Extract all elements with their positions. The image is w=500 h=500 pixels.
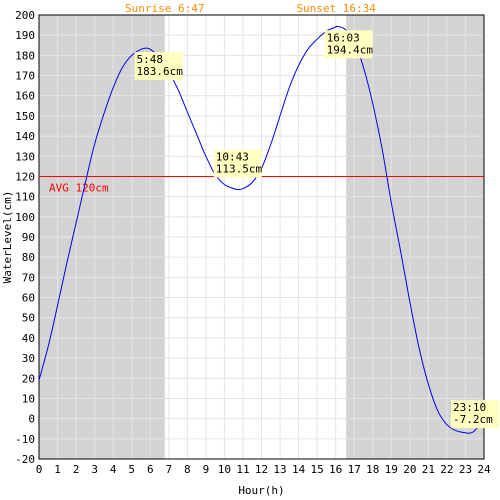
grid bbox=[38, 14, 485, 460]
annotation-level: -7.2cm bbox=[453, 413, 493, 426]
x-tick-label: 20 bbox=[403, 463, 416, 476]
average-label: AVG 120cm bbox=[49, 181, 109, 194]
y-tick-label: 120 bbox=[15, 170, 35, 183]
annotation-box bbox=[134, 52, 183, 81]
annotation-time: 5:48 bbox=[137, 53, 164, 66]
annotation-box bbox=[451, 400, 499, 429]
y-tick-label: 30 bbox=[22, 352, 35, 365]
annotation-level: 113.5cm bbox=[216, 163, 263, 176]
tick-labels: 0 1 2 3 4 5 6 7 8 9 10 11 12 13 14 15 16 17 18 19 20 21 22 23 24… bbox=[15, 9, 491, 476]
x-tick-label: 4 bbox=[110, 463, 117, 476]
x-tick-label: 9 bbox=[203, 463, 210, 476]
x-tick-label: 8 bbox=[184, 463, 191, 476]
x-axis-title: Hour(h) bbox=[238, 484, 284, 497]
x-tick-label: 5 bbox=[128, 463, 135, 476]
x-tick-label: 12 bbox=[255, 463, 268, 476]
y-tick-label: 90 bbox=[22, 231, 35, 244]
x-tick-label: 6 bbox=[147, 463, 154, 476]
x-tick-label: 7 bbox=[165, 463, 172, 476]
x-tick-label: 19 bbox=[385, 463, 398, 476]
y-tick-label: 20 bbox=[22, 372, 35, 385]
extremum-annotation: 23:10-7.2cm bbox=[451, 400, 499, 429]
y-tick-label: 160 bbox=[15, 90, 35, 103]
annotation-level: 183.6cm bbox=[137, 65, 184, 78]
y-tick-label: 80 bbox=[22, 251, 35, 264]
y-tick-label: 190 bbox=[15, 29, 35, 42]
x-tick-label: 10 bbox=[218, 463, 231, 476]
plot-frame bbox=[38, 14, 485, 460]
annotation-level: 194.4cm bbox=[327, 43, 374, 56]
y-tick-label: 180 bbox=[15, 49, 35, 62]
y-axis-title: WaterLevel(cm) bbox=[1, 191, 14, 284]
y-tick-label: 200 bbox=[15, 9, 35, 22]
y-tick-label: 150 bbox=[15, 110, 35, 123]
y-tick-label: -10 bbox=[15, 433, 35, 446]
annotation-box bbox=[213, 149, 262, 178]
y-tick-label: -20 bbox=[15, 453, 35, 466]
sunrise-label: Sunrise 6:47 bbox=[125, 2, 204, 15]
sunset-label: Sunset 16:34 bbox=[296, 2, 376, 15]
annotation-time: 10:43 bbox=[216, 151, 249, 164]
y-tick-label: 110 bbox=[15, 191, 35, 204]
y-tick-label: 100 bbox=[15, 211, 35, 224]
y-tick-label: 60 bbox=[22, 292, 35, 305]
x-tick-label: 2 bbox=[73, 463, 80, 476]
x-tick-label: 24 bbox=[477, 463, 491, 476]
y-tick-label: 130 bbox=[15, 150, 35, 163]
y-tick-label: 10 bbox=[22, 392, 35, 405]
y-tick-label: 70 bbox=[22, 271, 35, 284]
y-tick-label: 140 bbox=[15, 130, 35, 143]
x-tick-label: 3 bbox=[91, 463, 98, 476]
y-tick-label: 40 bbox=[22, 332, 35, 345]
x-tick-label: 18 bbox=[366, 463, 379, 476]
annotation-time: 23:10 bbox=[453, 401, 486, 414]
x-tick-label: 15 bbox=[311, 463, 324, 476]
x-tick-label: 0 bbox=[36, 463, 43, 476]
x-tick-label: 21 bbox=[422, 463, 435, 476]
y-tick-label: 50 bbox=[22, 312, 35, 325]
x-tick-label: 23 bbox=[459, 463, 472, 476]
x-tick-label: 17 bbox=[348, 463, 361, 476]
x-tick-label: 14 bbox=[292, 463, 306, 476]
y-tick-label: 170 bbox=[15, 70, 35, 83]
x-tick-label: 1 bbox=[54, 463, 61, 476]
x-tick-label: 11 bbox=[236, 463, 249, 476]
annotation-box bbox=[324, 30, 373, 59]
x-tick-label: 16 bbox=[329, 463, 342, 476]
annotation-time: 16:03 bbox=[327, 31, 360, 44]
y-tick-label: 0 bbox=[28, 413, 35, 426]
x-tick-label: 13 bbox=[273, 463, 286, 476]
x-tick-label: 22 bbox=[440, 463, 453, 476]
